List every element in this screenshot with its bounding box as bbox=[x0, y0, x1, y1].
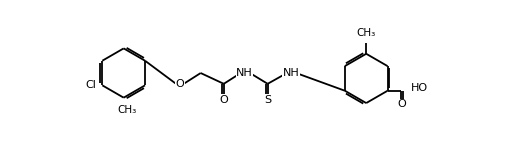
Text: O: O bbox=[219, 95, 228, 105]
Text: CH₃: CH₃ bbox=[357, 28, 376, 38]
Text: HO: HO bbox=[410, 83, 428, 93]
Text: NH: NH bbox=[236, 68, 253, 78]
Text: S: S bbox=[264, 95, 271, 105]
Text: O: O bbox=[398, 99, 406, 109]
Text: O: O bbox=[175, 79, 184, 89]
Text: CH₃: CH₃ bbox=[117, 105, 136, 115]
Text: NH: NH bbox=[282, 68, 299, 78]
Text: Cl: Cl bbox=[85, 80, 96, 90]
